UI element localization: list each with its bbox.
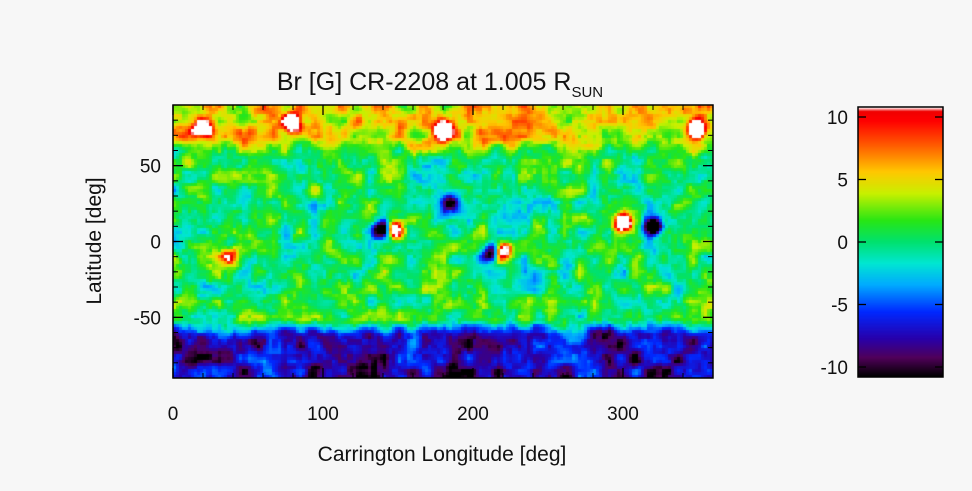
colorbar-tick-label: 0 xyxy=(837,233,848,254)
x-tick-label: 200 xyxy=(457,404,489,425)
colorbar-ticks: 10 5 0 -5 -10 xyxy=(821,108,943,379)
map-ticks: 0 100 200 300 50 0 -50 xyxy=(134,105,713,425)
x-tick-label: 0 xyxy=(168,404,179,425)
x-tick-label: 100 xyxy=(307,404,339,425)
x-axis-label: Carrington Longitude [deg] xyxy=(318,443,567,466)
y-axis-label: Latitude [deg] xyxy=(83,177,106,304)
y-tick-label: 0 xyxy=(150,233,161,254)
colorbar-gradient xyxy=(858,107,943,377)
chart-title: Br [G] CR-2208 at 1.005 RSUN xyxy=(277,68,603,101)
colorbar-tick-label: 10 xyxy=(827,108,848,129)
colorbar-tick-label: -5 xyxy=(831,296,848,317)
chart-title-main: Br [G] CR-2208 at 1.005 R xyxy=(277,68,572,96)
colorbar-tick-label: 5 xyxy=(837,171,848,192)
colorbar-tick-label: -10 xyxy=(821,358,848,379)
y-tick-label: -50 xyxy=(134,308,161,329)
colorbar-area xyxy=(858,107,943,377)
chart-title-subscript: SUN xyxy=(571,84,603,101)
map-area xyxy=(173,105,713,378)
x-tick-label: 300 xyxy=(607,404,639,425)
y-tick-label: 50 xyxy=(140,157,161,178)
magnetogram-map xyxy=(173,105,713,378)
